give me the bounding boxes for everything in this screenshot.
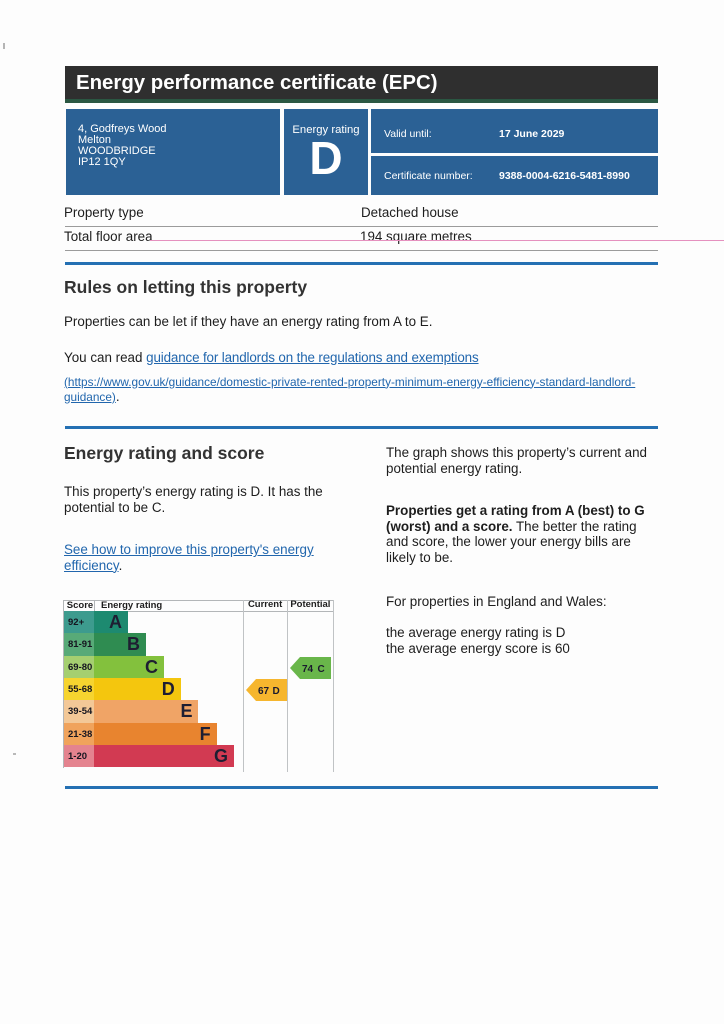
- svg-text:67: 67: [258, 686, 270, 697]
- svg-text:C: C: [317, 664, 324, 675]
- svg-text:74: 74: [302, 664, 314, 675]
- svg-text:D: D: [272, 686, 279, 697]
